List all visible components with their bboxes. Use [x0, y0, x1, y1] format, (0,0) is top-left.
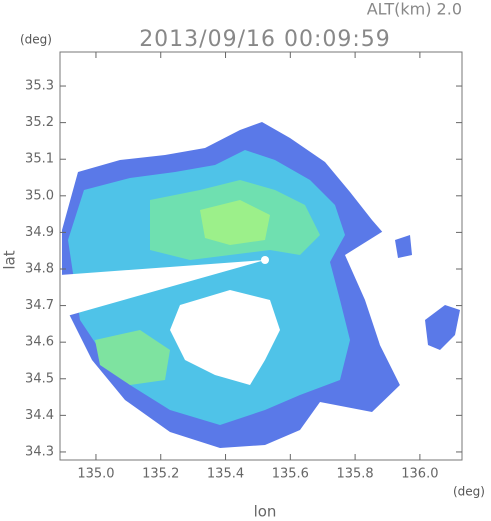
y-tick-label: 35.1	[25, 152, 54, 167]
plot-frame	[59, 51, 463, 461]
x-tick-label: 135.0	[77, 467, 114, 482]
y-tick-label: 34.7	[25, 298, 54, 313]
y-tick-label: 34.9	[25, 225, 54, 240]
y-tick-label: 35.3	[25, 79, 54, 94]
x-tick-label: 135.2	[142, 467, 179, 482]
chart-title: 2013/09/16 00:09:59	[139, 27, 391, 52]
y-tick-label: 34.5	[25, 371, 54, 386]
y-axis-label: lat	[1, 250, 19, 269]
x-unit: (deg)	[453, 485, 485, 499]
y-tick-label: 34.3	[25, 444, 54, 459]
y-tick-label: 34.4	[25, 408, 54, 423]
y-tick-label: 34.8	[25, 261, 54, 276]
y-tick-label: 34.6	[25, 335, 54, 350]
y-unit: (deg)	[20, 33, 52, 47]
x-tick-label: 135.6	[272, 467, 309, 482]
y-tick-label: 35.0	[25, 188, 54, 203]
altitude-annotation: ALT(km) 2.0	[367, 0, 462, 19]
x-axis-label: lon	[254, 503, 277, 521]
x-tick-label: 135.4	[207, 467, 244, 482]
x-tick-label: 135.8	[336, 467, 373, 482]
radar-field	[60, 122, 462, 460]
y-tick-label: 35.2	[25, 115, 54, 130]
x-tick-label: 136.0	[401, 467, 438, 482]
